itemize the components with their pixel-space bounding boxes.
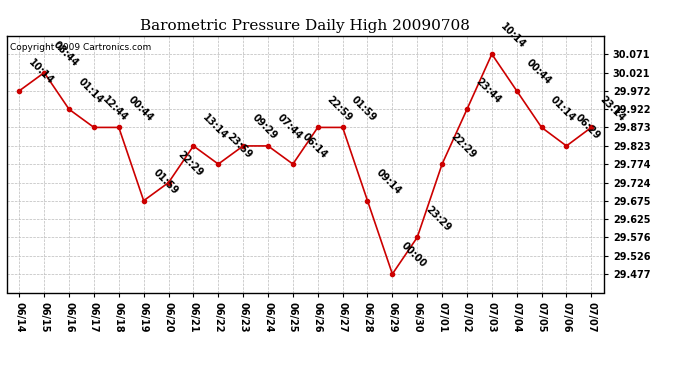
Text: 06:29: 06:29 bbox=[573, 113, 602, 142]
Text: 22:29: 22:29 bbox=[449, 131, 478, 160]
Text: 01:59: 01:59 bbox=[350, 94, 379, 123]
Text: 00:44: 00:44 bbox=[126, 94, 155, 123]
Text: 00:44: 00:44 bbox=[524, 58, 553, 87]
Text: 10:14: 10:14 bbox=[26, 58, 55, 87]
Text: 00:00: 00:00 bbox=[400, 241, 428, 270]
Text: 01:14: 01:14 bbox=[76, 76, 105, 105]
Text: 07:44: 07:44 bbox=[275, 113, 304, 142]
Text: 09:29: 09:29 bbox=[250, 113, 279, 142]
Text: 08:44: 08:44 bbox=[51, 39, 80, 69]
Text: 23:14: 23:14 bbox=[598, 94, 627, 123]
Text: 23:44: 23:44 bbox=[474, 76, 503, 105]
Title: Barometric Pressure Daily High 20090708: Barometric Pressure Daily High 20090708 bbox=[140, 19, 471, 33]
Text: 09:14: 09:14 bbox=[375, 168, 404, 196]
Text: 12:44: 12:44 bbox=[101, 94, 130, 123]
Text: 22:29: 22:29 bbox=[175, 149, 204, 178]
Text: 13:14: 13:14 bbox=[200, 113, 229, 142]
Text: 22:59: 22:59 bbox=[325, 94, 354, 123]
Text: 06:14: 06:14 bbox=[300, 131, 329, 160]
Text: Copyright 2009 Cartronics.com: Copyright 2009 Cartronics.com bbox=[10, 44, 151, 52]
Text: 01:14: 01:14 bbox=[549, 94, 578, 123]
Text: 01:59: 01:59 bbox=[150, 168, 179, 196]
Text: 10:14: 10:14 bbox=[499, 21, 528, 50]
Text: 23:59: 23:59 bbox=[225, 131, 254, 160]
Text: 23:29: 23:29 bbox=[424, 204, 453, 233]
